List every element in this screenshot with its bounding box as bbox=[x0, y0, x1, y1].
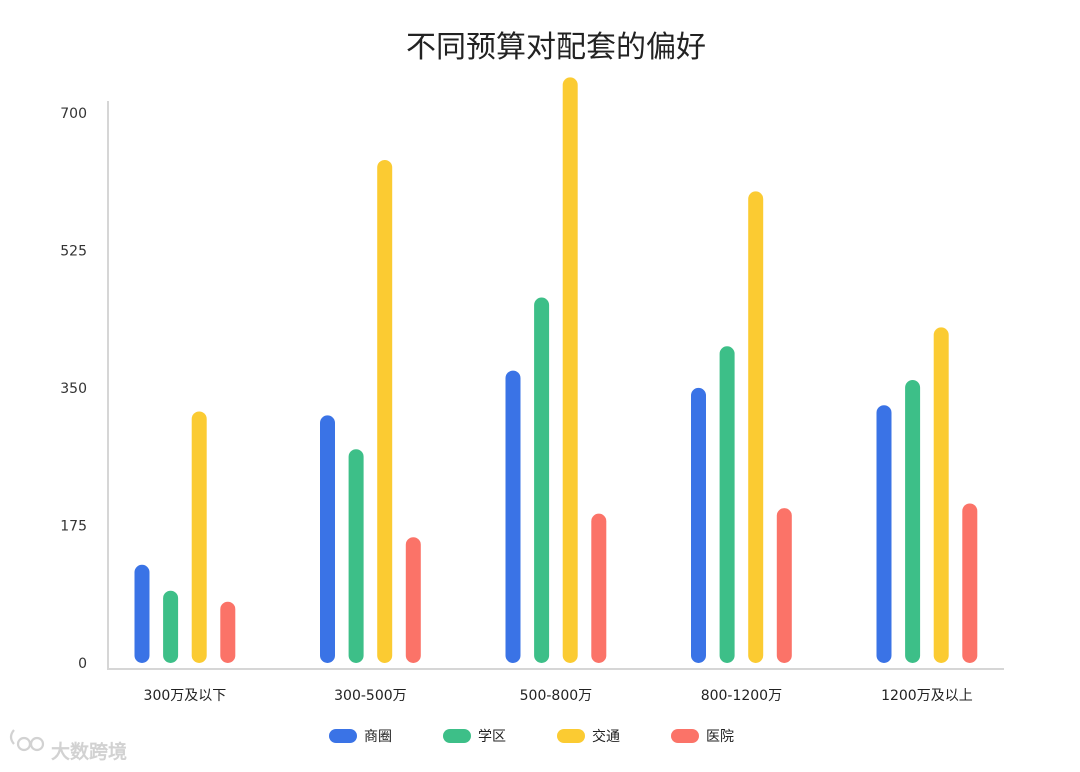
legend-label: 交通 bbox=[592, 728, 620, 745]
watermark: 大数跨境 bbox=[9, 729, 127, 763]
legend-label: 商圈 bbox=[364, 729, 392, 745]
y-tick-label: 0 bbox=[78, 656, 87, 672]
y-axis-ticks: 0 175 350 525 700 bbox=[60, 106, 87, 672]
x-tick-label: 300-500万 bbox=[334, 688, 407, 704]
x-tick-label: 800-1200万 bbox=[701, 688, 782, 704]
logo-icon bbox=[9, 729, 45, 752]
watermark-text: 大数跨境 bbox=[51, 740, 127, 763]
bar bbox=[505, 370, 521, 663]
bar bbox=[405, 537, 421, 663]
x-tick-label: 300万及以下 bbox=[144, 688, 227, 704]
bar bbox=[591, 513, 607, 663]
legend-label: 医院 bbox=[706, 729, 734, 745]
legend-swatch bbox=[557, 729, 585, 743]
bar bbox=[348, 449, 364, 663]
bar bbox=[776, 508, 792, 663]
x-tick-label: 500-800万 bbox=[520, 688, 593, 704]
x-axis-ticks: 300万及以下 300-500万 500-800万 800-1200万 1200万及以上 bbox=[144, 688, 973, 704]
legend-swatch bbox=[671, 729, 699, 743]
bar bbox=[562, 77, 578, 664]
bars-group bbox=[134, 77, 978, 664]
bar bbox=[534, 297, 550, 663]
bar bbox=[163, 590, 179, 663]
bar bbox=[134, 564, 150, 663]
bar bbox=[748, 191, 764, 663]
legend-swatch bbox=[329, 729, 357, 743]
chart-title: 不同预算对配套的偏好 bbox=[406, 30, 706, 65]
bar bbox=[377, 159, 393, 663]
legend-label: 学区 bbox=[478, 729, 506, 745]
y-tick-label: 525 bbox=[60, 243, 87, 259]
bar bbox=[191, 411, 207, 663]
y-tick-label: 175 bbox=[60, 518, 87, 534]
bar bbox=[719, 346, 735, 663]
y-tick-label: 700 bbox=[60, 106, 87, 122]
legend: 商圈 学区 交通 医院 bbox=[329, 728, 734, 745]
bar bbox=[320, 415, 335, 663]
bar bbox=[905, 380, 921, 663]
bar bbox=[691, 387, 706, 663]
x-tick-label: 1200万及以上 bbox=[881, 688, 973, 704]
bar bbox=[876, 405, 892, 663]
bar bbox=[962, 503, 978, 663]
y-tick-label: 350 bbox=[60, 381, 87, 397]
bar bbox=[933, 327, 949, 663]
legend-swatch bbox=[443, 729, 471, 743]
bar bbox=[220, 601, 236, 663]
